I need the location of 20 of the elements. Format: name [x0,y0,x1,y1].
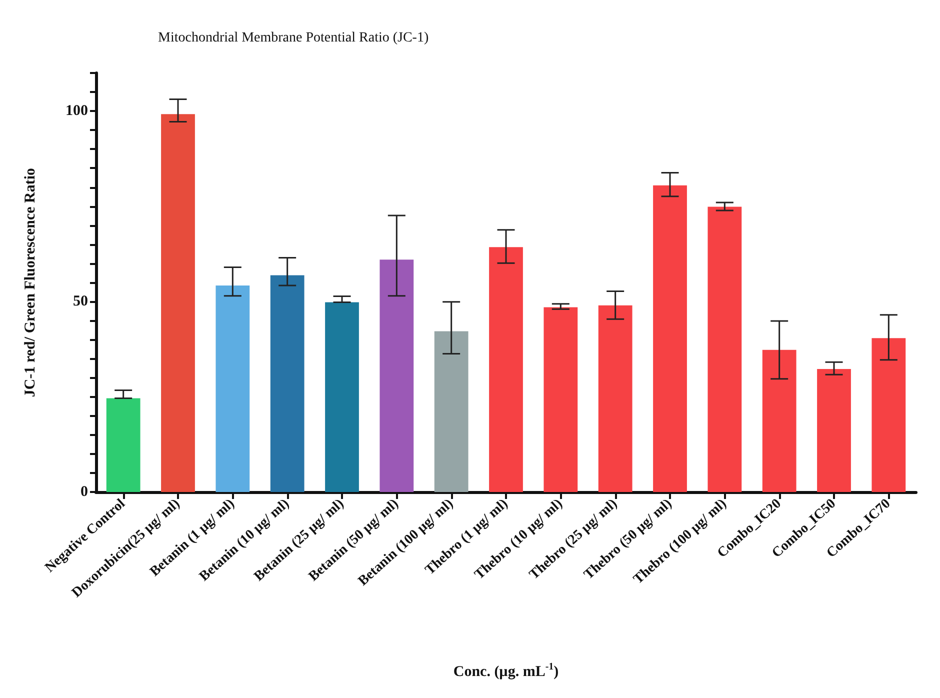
bar [598,305,632,492]
chart-title: Mitochondrial Membrane Potential Ratio (JC-1) [158,30,429,46]
bar [653,185,687,492]
bar [544,307,578,492]
bar [434,331,468,492]
bar [216,286,250,492]
bar [325,302,359,492]
bar [489,247,523,492]
bar [380,260,414,492]
bar [161,114,195,492]
bar [708,206,742,492]
bar [106,398,140,492]
y-tick-label: 50 [73,294,88,310]
bar [270,275,304,492]
bar [817,368,851,492]
y-tick-label: 100 [66,103,88,120]
bar [872,338,906,492]
y-tick-label: 0 [80,484,88,500]
bar [762,350,796,492]
y-axis-title: JC-1 red/ Green Fluorescence Ratio [22,168,38,398]
